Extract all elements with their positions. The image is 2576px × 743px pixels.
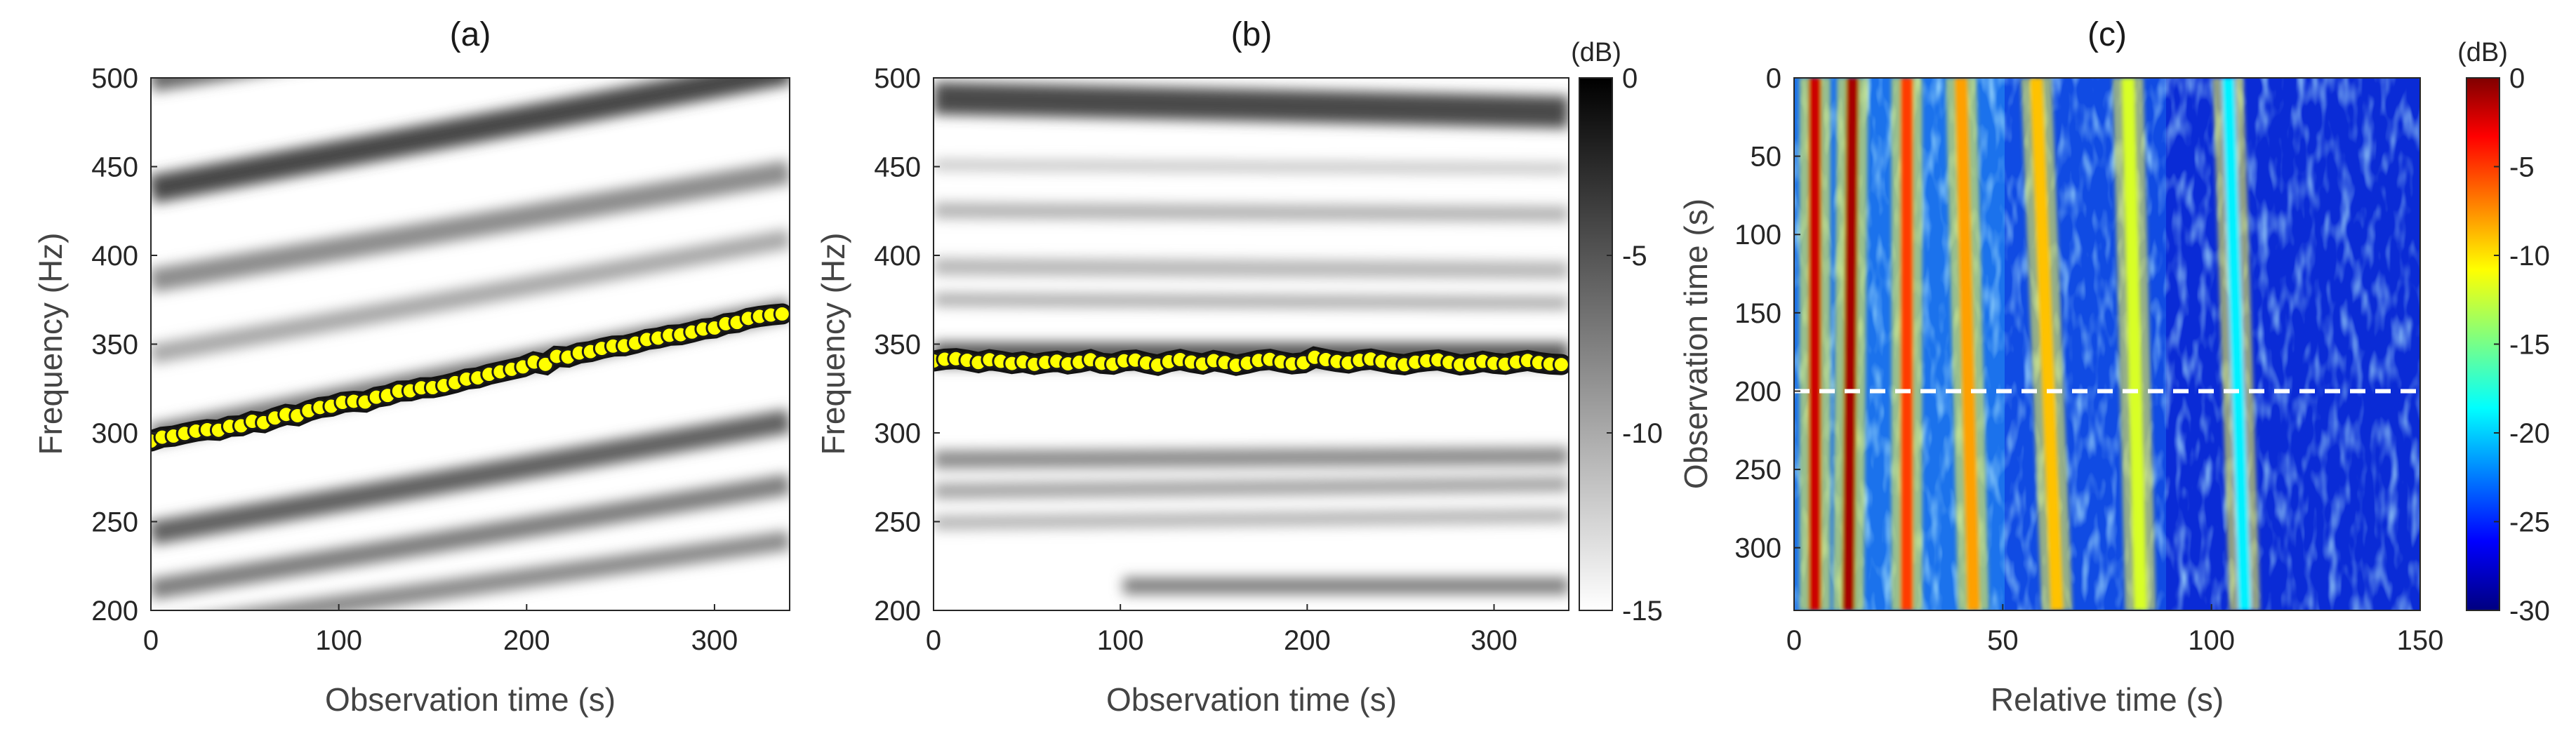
panel-b-x-axis: 0 100 200 300 bbox=[926, 604, 1518, 656]
y-tick-label: 250 bbox=[91, 507, 138, 538]
panel-b-band bbox=[934, 476, 1569, 499]
colorbar-tick-label: -20 bbox=[2509, 418, 2550, 449]
colorbar-b bbox=[1579, 77, 1613, 611]
y-tick-label: 300 bbox=[1734, 533, 1781, 564]
y-tick-label: 500 bbox=[874, 63, 921, 94]
panel-a-title: (a) bbox=[450, 16, 491, 53]
x-tick-label: 300 bbox=[691, 625, 738, 656]
panel-b-band bbox=[934, 509, 1569, 530]
colorbar-tick-label: 0 bbox=[1622, 63, 1638, 94]
panel-a: (a) 0 100 200 300 200 250 300 350 400 450 500 Obs… bbox=[32, 16, 790, 718]
colorbar-tick-label: -5 bbox=[1622, 241, 1647, 272]
panel-b-track bbox=[934, 346, 1569, 376]
y-tick-label: 400 bbox=[91, 241, 138, 272]
panel-c: (c) 0 50 100 150 0 50 100 150 200 250 300 Relativ… bbox=[1678, 16, 2550, 718]
panel-a-stripe bbox=[151, 409, 790, 545]
panel-c-y-axis: 0 50 100 150 200 250 300 bbox=[1734, 63, 1800, 564]
x-tick-label: 0 bbox=[926, 625, 941, 656]
path-5 bbox=[2029, 78, 2064, 610]
x-tick-label: 100 bbox=[315, 625, 362, 656]
panel-b-band bbox=[934, 293, 1569, 309]
y-tick-label: 0 bbox=[1766, 63, 1781, 94]
panel-c-heatmap bbox=[1794, 78, 2420, 610]
y-tick-label: 100 bbox=[1734, 220, 1781, 250]
path-4 bbox=[1954, 78, 1980, 610]
colorbar-tick-label: -10 bbox=[2509, 241, 2550, 272]
panel-a-stripe bbox=[229, 530, 790, 610]
x-tick-label: 100 bbox=[1097, 625, 1144, 656]
colorbar-c-label: (dB) bbox=[2457, 38, 2508, 67]
colorbar-tick-label: -5 bbox=[2509, 152, 2535, 183]
panel-c-arrivals bbox=[1799, 78, 2261, 610]
colorbar-tick-label: 0 bbox=[2509, 63, 2525, 94]
path-2 bbox=[1842, 78, 1859, 610]
x-tick-label: 0 bbox=[1786, 625, 1802, 656]
y-tick-label: 50 bbox=[1751, 142, 1782, 173]
panel-c-x-axis: 0 50 100 150 bbox=[1786, 604, 2444, 656]
path-6 bbox=[2121, 78, 2147, 610]
x-tick-label: 150 bbox=[2397, 625, 2444, 656]
panel-a-stripe bbox=[151, 474, 790, 600]
track-point bbox=[1552, 356, 1569, 374]
panel-b-band bbox=[934, 258, 1569, 279]
panel-a-ylabel: Frequency (Hz) bbox=[32, 233, 69, 455]
colorbar-tick-label: -30 bbox=[2509, 596, 2550, 627]
panel-a-stripe bbox=[151, 78, 790, 203]
panel-b-band bbox=[934, 160, 1569, 173]
x-tick-label: 300 bbox=[1470, 625, 1518, 656]
y-tick-label: 500 bbox=[91, 63, 138, 94]
y-tick-label: 250 bbox=[874, 507, 921, 538]
colorbar-b-ticks: 0 -5 -10 -15 bbox=[1607, 63, 1663, 627]
colorbar-tick-label: -15 bbox=[2509, 330, 2550, 361]
y-tick-label: 300 bbox=[91, 418, 138, 449]
x-tick-label: 200 bbox=[1284, 625, 1331, 656]
panel-b-xlabel: Observation time (s) bbox=[1106, 681, 1397, 718]
y-tick-label: 200 bbox=[91, 596, 138, 627]
y-tick-label: 350 bbox=[874, 330, 921, 361]
colorbar-b-label: (dB) bbox=[1571, 38, 1621, 67]
panel-b-ylabel: Frequency (Hz) bbox=[815, 233, 851, 455]
x-tick-label: 100 bbox=[2188, 625, 2235, 656]
y-tick-label: 400 bbox=[874, 241, 921, 272]
panel-c-speckle bbox=[1794, 78, 2420, 610]
panel-b: (b) 0 100 200 300 200 250 300 350 400 450 500 Obs… bbox=[815, 16, 1663, 718]
panel-b-band bbox=[934, 82, 1569, 128]
panel-a-track bbox=[151, 303, 790, 452]
panel-a-stripe bbox=[151, 160, 790, 293]
y-tick-label: 250 bbox=[1734, 455, 1781, 486]
x-tick-label: 0 bbox=[143, 625, 159, 656]
panel-a-x-axis: 0 100 200 300 bbox=[143, 604, 738, 656]
y-tick-label: 350 bbox=[91, 330, 138, 361]
path-7 bbox=[2222, 78, 2252, 610]
panel-c-xlabel: Relative time (s) bbox=[1991, 681, 2224, 718]
y-tick-label: 150 bbox=[1734, 298, 1781, 329]
panel-b-y-axis: 200 250 300 350 400 450 500 bbox=[874, 63, 940, 627]
y-tick-label: 200 bbox=[1734, 376, 1781, 407]
y-tick-label: 450 bbox=[91, 152, 138, 183]
panel-c-axes-box bbox=[1793, 77, 2421, 611]
y-tick-label: 200 bbox=[874, 596, 921, 627]
panel-b-band bbox=[934, 447, 1569, 469]
panel-c-ylabel: Observation time (s) bbox=[1678, 199, 1714, 489]
panel-b-title: (b) bbox=[1231, 16, 1273, 53]
y-tick-label: 450 bbox=[874, 152, 921, 183]
colorbar-c-ticks: 0 -5 -10 -15 -20 -25 -30 bbox=[2494, 63, 2550, 627]
panel-b-band bbox=[934, 203, 1569, 222]
x-tick-label: 200 bbox=[503, 625, 550, 656]
panel-b-spectrogram bbox=[934, 82, 1569, 594]
panel-a-xlabel: Observation time (s) bbox=[325, 681, 616, 718]
panel-b-points bbox=[934, 348, 1569, 375]
panel-a-points bbox=[151, 304, 790, 450]
colorbar-tick-label: -15 bbox=[1622, 596, 1663, 627]
colorbar-tick-label: -25 bbox=[2509, 507, 2550, 538]
panel-a-y-axis: 200 250 300 350 400 450 500 bbox=[91, 63, 157, 627]
panel-a-stripe bbox=[151, 229, 790, 364]
colorbar-tick-label: -10 bbox=[1622, 418, 1663, 449]
y-tick-label: 300 bbox=[874, 418, 921, 449]
x-tick-label: 50 bbox=[1987, 625, 2019, 656]
track-point bbox=[773, 304, 790, 323]
panel-c-title: (c) bbox=[2087, 16, 2127, 53]
